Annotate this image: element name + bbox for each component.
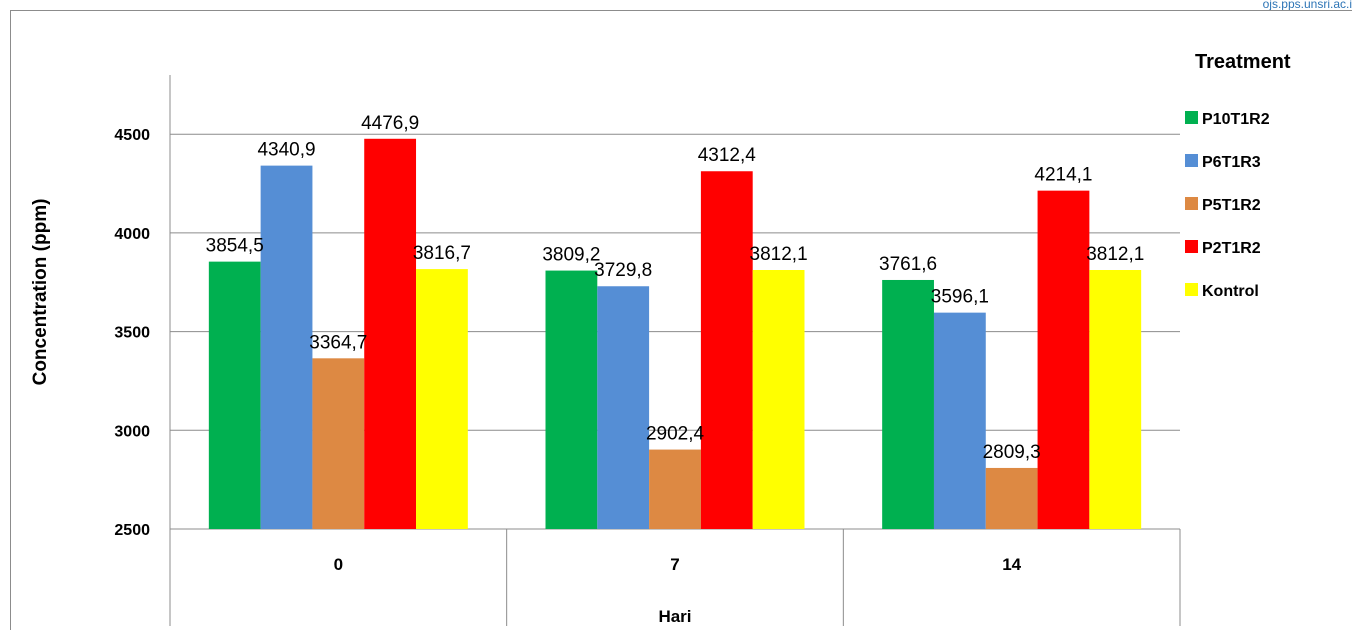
y-tick-label: 3500 [114, 325, 150, 342]
bar-kontrol [416, 269, 468, 529]
data-labels: 3854,5 3809,2 3761,6 4340,9 3729,8 3596,1 3364… [206, 113, 1145, 463]
legend-swatch-p6t1r3 [1185, 154, 1198, 167]
bar-p6t1r3 [260, 165, 313, 529]
bar-p2t1r2 [364, 138, 417, 529]
y-tick-label: 3000 [114, 423, 150, 440]
data-label: 3854,5 [206, 236, 264, 257]
legend-label: P5T1R2 [1202, 197, 1261, 214]
data-label: 3812,1 [750, 244, 808, 265]
data-label: 3812,1 [1086, 244, 1144, 265]
legend: Treatment P10T1R2 P6T1R3 P5T1R2 P2T1R2 Kontro… [1185, 51, 1291, 300]
legend-label: P2T1R2 [1202, 240, 1261, 257]
source-watermark: ojs.pps.unsri.ac.i [1262, 0, 1352, 11]
y-tick-label: 2500 [114, 522, 150, 539]
bar-p2t1r2 [700, 171, 753, 530]
data-label: 4340,9 [257, 140, 315, 161]
legend-swatch-p10t1r2 [1185, 111, 1198, 124]
bar-p6t1r3 [933, 312, 986, 529]
bar-p5t1r2 [312, 358, 365, 529]
bar-p6t1r3 [597, 286, 650, 529]
data-label: 4476,9 [361, 113, 419, 134]
bar-p10t1r2 [545, 270, 598, 529]
data-label: 2902,4 [646, 424, 705, 445]
bar-kontrol [752, 270, 805, 529]
legend-swatch-p5t1r2 [1185, 197, 1198, 210]
x-tick-label: 14 [1002, 555, 1021, 574]
y-axis-title: Concentration (ppm) [30, 199, 51, 386]
data-label: 3596,1 [931, 287, 989, 308]
chart-frame [10, 10, 1352, 630]
data-label: 2809,3 [983, 442, 1041, 463]
x-tick-label: 0 [334, 555, 343, 574]
data-label: 3809,2 [542, 245, 600, 266]
data-label: 3364,7 [309, 332, 367, 353]
bar-kontrol [1089, 270, 1142, 529]
bar-p10t1r2 [208, 261, 261, 529]
bars [208, 138, 1142, 530]
legend-label: P6T1R3 [1202, 154, 1261, 171]
x-tick-label: 7 [670, 555, 679, 574]
y-tick-label: 4500 [114, 127, 150, 144]
y-tick-label: 4000 [114, 226, 150, 243]
bar-p5t1r2 [649, 449, 701, 529]
data-label: 3816,7 [413, 243, 471, 264]
bar-p5t1r2 [985, 467, 1038, 529]
bar-p10t1r2 [882, 279, 934, 529]
legend-swatch-kontrol [1185, 283, 1198, 296]
data-label: 4312,4 [698, 145, 757, 166]
legend-swatch-p2t1r2 [1185, 240, 1198, 253]
data-label: 3761,6 [879, 254, 937, 275]
bar-p2t1r2 [1037, 190, 1090, 530]
legend-title: Treatment [1195, 51, 1291, 73]
data-label: 3729,8 [594, 260, 652, 281]
data-label: 4214,1 [1034, 165, 1092, 186]
legend-label: Kontrol [1202, 283, 1259, 300]
legend-label: P10T1R2 [1202, 111, 1270, 128]
x-axis-title: Hari [658, 607, 691, 626]
axes: 2500 3000 3500 4000 4500 0 7 14 Hari Concentratio… [30, 75, 1181, 626]
